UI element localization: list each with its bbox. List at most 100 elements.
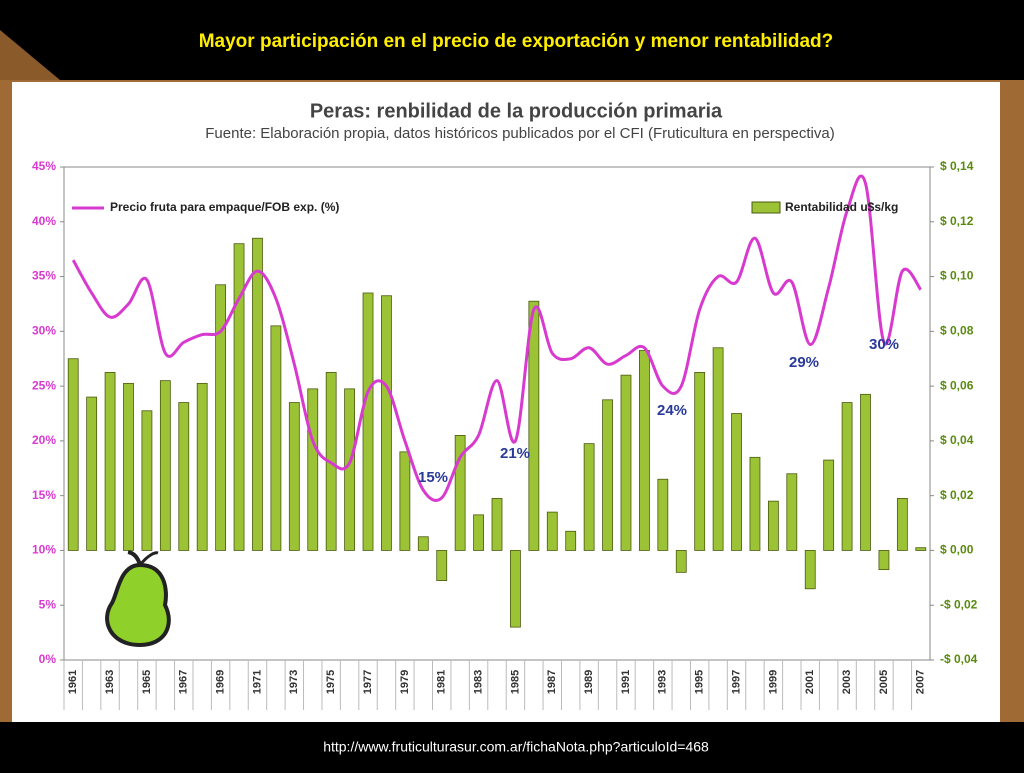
x-tick-label: 1969 bbox=[215, 670, 227, 694]
legend-label: Precio fruta para empaque/FOB exp. (%) bbox=[110, 200, 339, 214]
bar bbox=[473, 514, 484, 551]
bar bbox=[510, 550, 521, 628]
bar bbox=[436, 550, 448, 581]
bar bbox=[307, 388, 319, 551]
y2-tick-label: $ 0,06 bbox=[940, 378, 974, 392]
bar bbox=[749, 456, 761, 551]
bar bbox=[159, 380, 171, 551]
y-tick-label: 40% bbox=[32, 214, 56, 228]
bar bbox=[915, 547, 927, 551]
bar bbox=[675, 550, 687, 573]
line bbox=[71, 174, 923, 502]
bar bbox=[620, 374, 632, 551]
annotation: 30% bbox=[869, 336, 899, 353]
x-tick-label: 1971 bbox=[251, 670, 263, 694]
x-tick-label: 1963 bbox=[104, 670, 116, 694]
x-tick-label: 1993 bbox=[657, 670, 669, 694]
bar bbox=[878, 550, 890, 571]
y2-tick-label: $ 0,04 bbox=[940, 433, 974, 447]
bar bbox=[178, 402, 190, 551]
x-tick-label: 1983 bbox=[472, 670, 484, 694]
bar bbox=[583, 443, 595, 551]
x-tick-label: 1981 bbox=[436, 670, 448, 694]
chart-panel bbox=[12, 82, 1000, 722]
bar bbox=[215, 284, 227, 551]
bar bbox=[123, 382, 134, 551]
bar bbox=[399, 451, 411, 551]
bar bbox=[731, 413, 742, 551]
y2-tick-label: $ 0,02 bbox=[940, 488, 974, 502]
bar bbox=[362, 292, 374, 551]
bar bbox=[712, 347, 724, 551]
x-tick-label: 1999 bbox=[767, 670, 779, 694]
y-tick-label: 15% bbox=[32, 488, 56, 502]
x-tick-label: 1989 bbox=[583, 670, 595, 694]
x-tick-label: 1967 bbox=[178, 670, 190, 694]
bar bbox=[528, 300, 540, 551]
bar bbox=[823, 459, 835, 551]
y-tick-label: 20% bbox=[32, 433, 56, 447]
bar bbox=[252, 237, 263, 551]
x-tick-label: 1977 bbox=[362, 670, 374, 694]
annotation: 21% bbox=[500, 445, 530, 462]
x-tick-label: 1965 bbox=[141, 670, 153, 694]
bar bbox=[896, 498, 908, 551]
y2-tick-label: $ 0,10 bbox=[940, 269, 974, 283]
bar bbox=[104, 372, 116, 551]
y2-tick-label: $ 0,12 bbox=[940, 214, 974, 228]
x-tick-label: 1997 bbox=[730, 670, 742, 694]
y2-tick-label: $ 0,00 bbox=[940, 543, 974, 557]
bar bbox=[767, 500, 779, 551]
bar bbox=[270, 325, 282, 551]
plot-frame bbox=[63, 166, 931, 661]
x-tick-label: 1987 bbox=[546, 670, 558, 694]
x-tick-label: 1995 bbox=[694, 670, 706, 694]
bar bbox=[86, 396, 98, 551]
legend-swatch bbox=[751, 201, 781, 214]
y2-tick-label: -$ 0,02 bbox=[940, 597, 978, 611]
annotation: 15% bbox=[418, 469, 448, 486]
bar bbox=[196, 382, 208, 551]
bar bbox=[860, 393, 871, 551]
bar bbox=[639, 350, 650, 551]
bar bbox=[381, 295, 392, 551]
y2-tick-label: $ 0,08 bbox=[940, 324, 974, 338]
x-tick-label: 1975 bbox=[325, 670, 337, 694]
bar bbox=[602, 399, 613, 551]
chart-subtitle: Fuente: Elaboración propia, datos histór… bbox=[205, 125, 834, 142]
y-tick-label: 35% bbox=[32, 269, 56, 283]
bar bbox=[804, 550, 816, 590]
x-tick-label: 1991 bbox=[620, 670, 632, 694]
y-tick-label: 45% bbox=[32, 159, 56, 173]
x-tick-label: 2007 bbox=[915, 670, 927, 694]
x-tick-label: 1973 bbox=[288, 670, 300, 694]
footer-band bbox=[0, 722, 1024, 768]
bar bbox=[417, 536, 429, 551]
bar bbox=[67, 358, 79, 551]
decor bbox=[0, 30, 60, 80]
x-tick-label: 1961 bbox=[67, 670, 79, 694]
annotation: 29% bbox=[789, 354, 819, 371]
x-tick-label: 1979 bbox=[399, 670, 411, 694]
bar bbox=[546, 511, 558, 551]
annotation: 24% bbox=[657, 402, 687, 419]
legend-label: Rentabilidad u$s/kg bbox=[785, 200, 898, 214]
bar bbox=[141, 410, 153, 551]
bar bbox=[454, 435, 466, 551]
bar bbox=[694, 372, 706, 551]
y-tick-label: 25% bbox=[32, 378, 56, 392]
bar bbox=[841, 402, 853, 551]
y2-tick-label: $ 0,14 bbox=[940, 159, 974, 173]
slide-title: Mayor participación en el precio de expo… bbox=[199, 31, 834, 52]
bar bbox=[657, 478, 669, 551]
y-tick-label: 30% bbox=[32, 324, 56, 338]
bar bbox=[491, 498, 503, 551]
x-tick-label: 2005 bbox=[878, 670, 890, 694]
y2-tick-label: -$ 0,04 bbox=[940, 652, 978, 666]
x-tick-label: 1985 bbox=[509, 670, 521, 694]
y-tick-label: 5% bbox=[39, 597, 57, 611]
bar bbox=[344, 388, 355, 551]
x-tick-label: 2001 bbox=[804, 670, 816, 694]
